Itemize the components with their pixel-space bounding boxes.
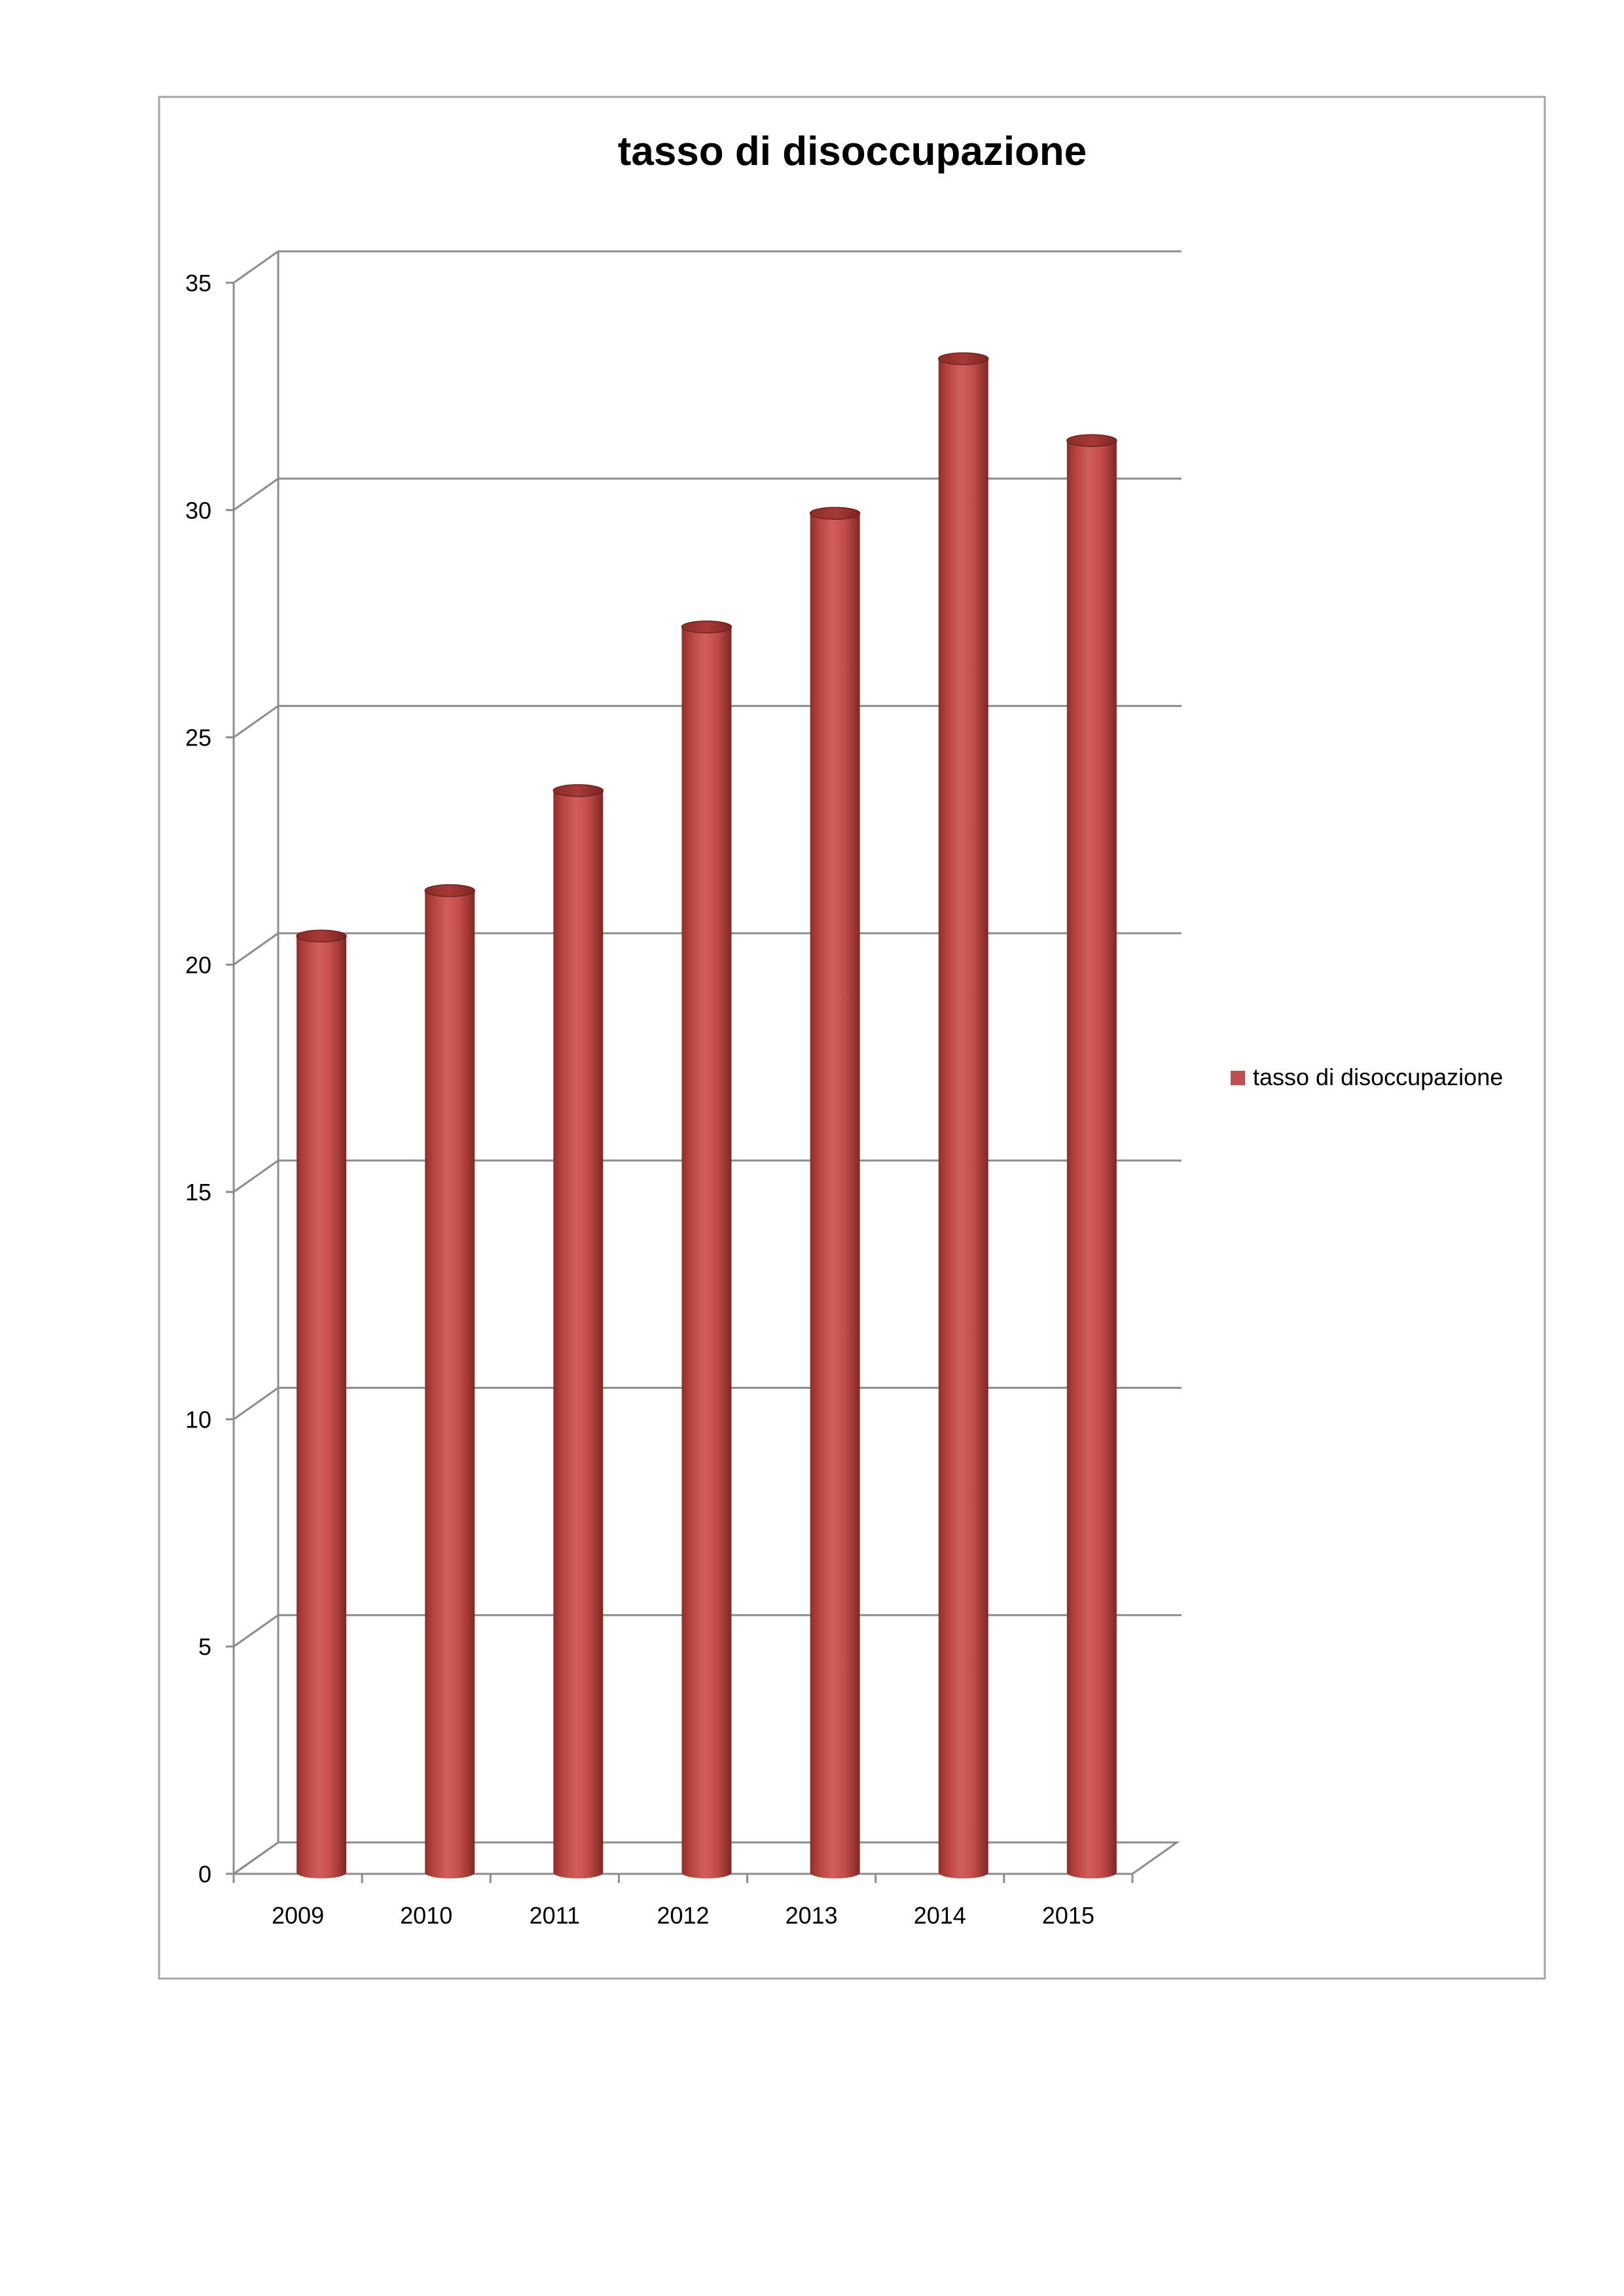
chart-title: tasso di disoccupazione xyxy=(618,129,1087,174)
bar-body xyxy=(810,513,860,1878)
y-tick-label: 5 xyxy=(198,1634,211,1660)
bar-cap xyxy=(424,884,475,897)
gridline-connector xyxy=(233,250,279,284)
x-tick-label: 2014 xyxy=(914,1902,966,1929)
bar-body xyxy=(938,359,988,1878)
gridline-connector xyxy=(233,932,279,966)
gridline-connector xyxy=(233,1387,279,1420)
bar xyxy=(938,352,989,1878)
bar-body xyxy=(1066,440,1117,1878)
y-tick-label: 10 xyxy=(185,1406,211,1433)
x-axis-ticks: 2009 2010 2011 2012 2013 2014 2015 xyxy=(232,1874,1134,1929)
bar-cap xyxy=(1066,434,1117,447)
bar xyxy=(424,884,475,1878)
bar xyxy=(681,620,732,1878)
x-tick-label: 2013 xyxy=(785,1902,838,1929)
legend-swatch xyxy=(1231,1071,1245,1085)
y-tick-label: 35 xyxy=(185,270,211,296)
bar-cap xyxy=(938,352,989,365)
legend-label: tasso di disoccupazione xyxy=(1253,1064,1503,1090)
bar-cap xyxy=(681,620,732,634)
gridline-connector xyxy=(233,1614,279,1647)
bar-cap xyxy=(809,507,861,520)
x-tick-label: 2009 xyxy=(272,1902,324,1929)
y-tick-label: 20 xyxy=(185,952,211,978)
x-tick-label: 2015 xyxy=(1042,1902,1094,1929)
bar xyxy=(552,784,604,1878)
x-tick-label: 2010 xyxy=(400,1902,452,1929)
bar xyxy=(296,929,347,1878)
bar xyxy=(809,507,861,1878)
bar-body xyxy=(425,890,475,1878)
bar-cap xyxy=(552,784,604,797)
bar-body xyxy=(681,626,732,1878)
x-tick-label: 2011 xyxy=(530,1902,580,1929)
bar xyxy=(1066,434,1117,1878)
gridline-connector xyxy=(233,1159,279,1193)
bar-body xyxy=(553,790,604,1878)
bar-body xyxy=(297,936,347,1878)
legend: tasso di disoccupazione xyxy=(1231,1064,1503,1090)
x-tick-label: 2012 xyxy=(657,1902,709,1929)
gridline-connector xyxy=(233,705,279,738)
bar-cap xyxy=(296,929,347,942)
y-tick-label: 30 xyxy=(185,497,211,524)
y-tick-label: 25 xyxy=(185,725,211,751)
gridline-connector xyxy=(233,478,279,511)
bars xyxy=(296,352,1117,1878)
y-tick-label: 0 xyxy=(198,1861,211,1888)
y-tick-label: 15 xyxy=(185,1179,211,1206)
y-axis-ticks: 0 5 10 15 20 25 30 35 xyxy=(185,270,234,1888)
